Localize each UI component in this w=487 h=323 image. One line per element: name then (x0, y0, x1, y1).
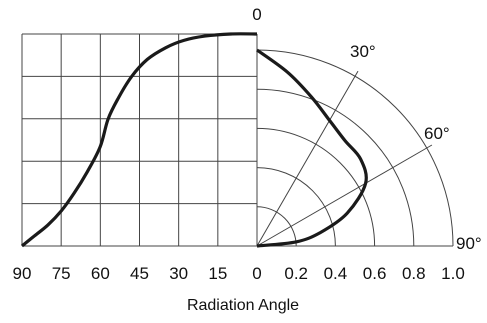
rectangular-grid (21, 33, 258, 247)
angle-label-90: 90° (456, 234, 482, 253)
angle-label-60: 60° (424, 124, 450, 143)
angle-label-30: 30° (350, 42, 376, 61)
series-line-left (20, 32, 258, 248)
polar-ring (256, 206, 297, 247)
tick-label: 1.0 (441, 264, 465, 283)
tick-label: 90 (13, 264, 32, 283)
tick-label: 0.4 (324, 264, 348, 283)
polar-spoke-30 (256, 70, 359, 247)
tick-label: 0.6 (363, 264, 387, 283)
polar-spoke-60 (256, 144, 433, 247)
polar-grid (256, 49, 454, 247)
curves (20, 32, 368, 248)
tick-label: 45 (130, 264, 149, 283)
x-axis-title: Radiation Angle (187, 297, 299, 314)
polar-ring (256, 49, 454, 247)
tick-label: 0 (252, 264, 261, 283)
series-line-right (256, 48, 368, 248)
polar-ring (256, 88, 415, 247)
tick-label: 0.8 (402, 264, 426, 283)
tick-label: 30 (169, 264, 188, 283)
tick-label: 15 (208, 264, 227, 283)
polar-ring (256, 127, 376, 247)
top-angle-label: 0 (252, 5, 261, 24)
tick-labels: 90 75 60 45 30 15 0 0.2 0.4 0.6 0.8 1.0 (13, 264, 465, 283)
tick-label: 75 (52, 264, 71, 283)
tick-label: 60 (91, 264, 110, 283)
tick-label: 0.2 (284, 264, 308, 283)
polar-ring (256, 167, 336, 247)
